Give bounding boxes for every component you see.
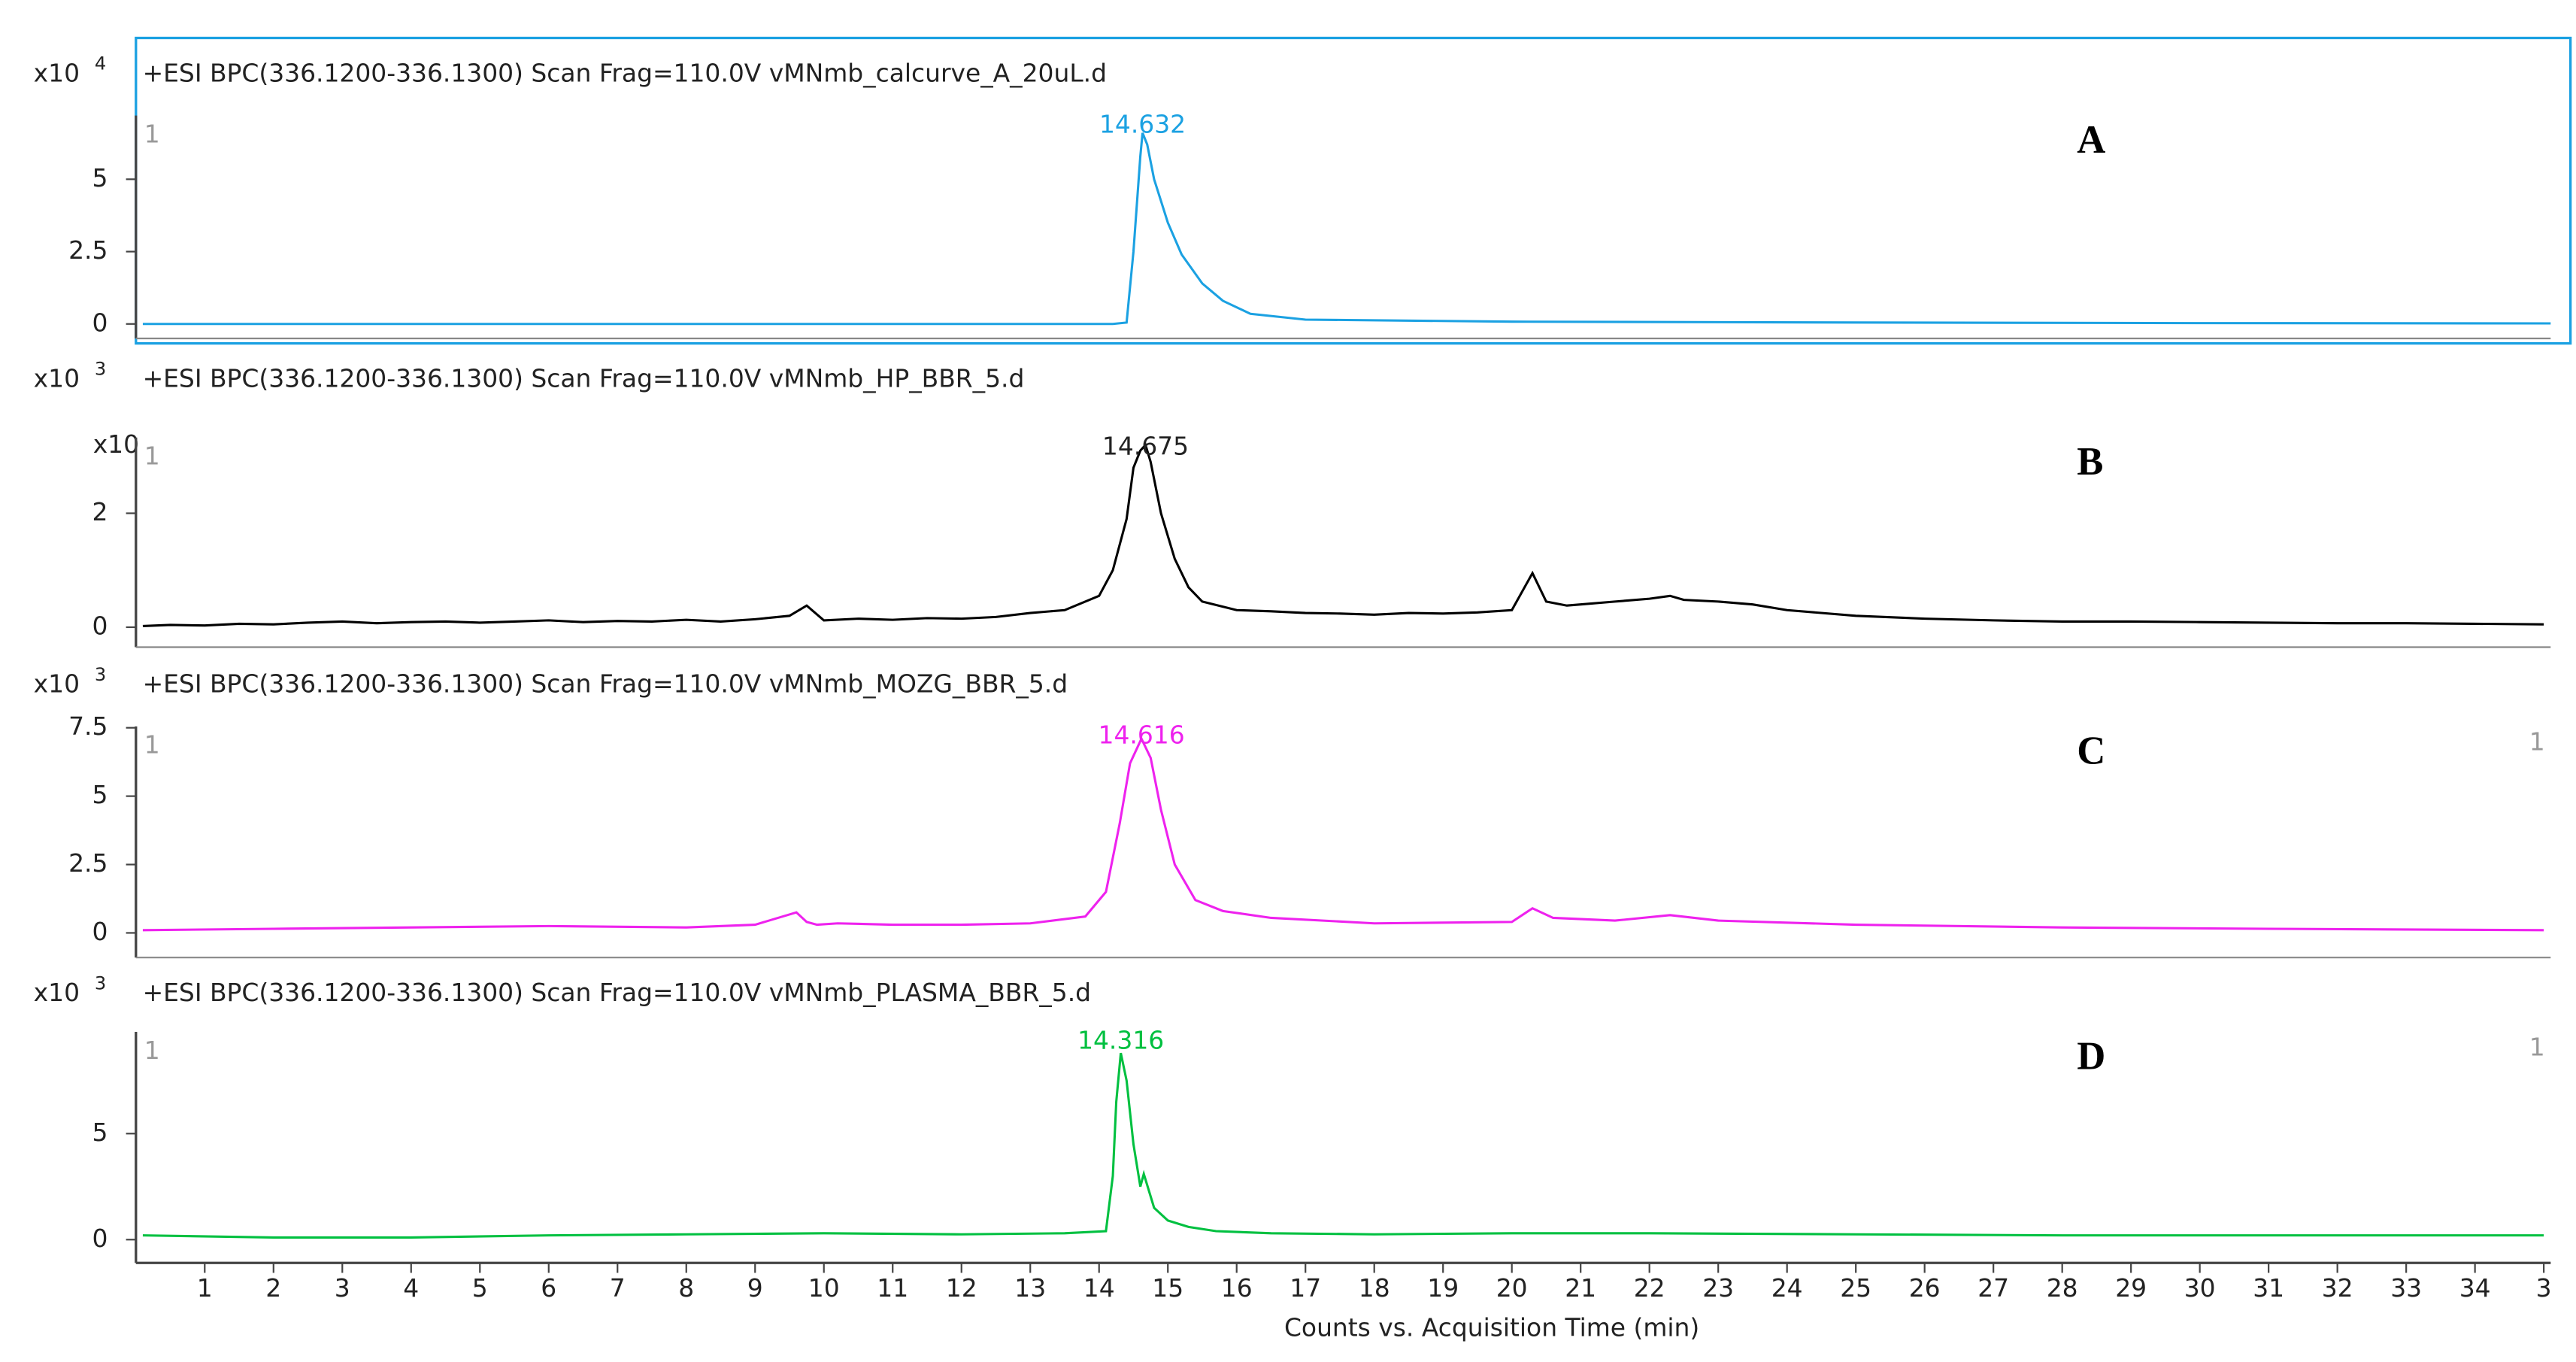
peak-label: 14.675: [1102, 431, 1189, 460]
x-tick-label: 12: [946, 1273, 977, 1303]
x-tick-label: 4: [403, 1273, 419, 1303]
trace-line: [142, 736, 2544, 932]
x-tick-label: 1: [197, 1273, 213, 1303]
x-tick-label: 33: [2390, 1273, 2422, 1303]
panel-header: +ESI BPC(336.1200-336.1300) Scan Frag=11…: [143, 58, 1107, 87]
x-tick-label: 10: [808, 1273, 840, 1303]
panel-label: A: [2077, 118, 2105, 162]
y-scale-label: x10: [34, 58, 80, 87]
x-tick-label: 23: [1702, 1273, 1734, 1303]
trace-line: [142, 1052, 2544, 1239]
left-marker: 1: [144, 1036, 160, 1065]
x-tick-label: 2: [265, 1273, 281, 1303]
x-tick-label: 21: [1565, 1273, 1596, 1303]
x-tick-label: 6: [541, 1273, 556, 1303]
panel-header: +ESI BPC(336.1200-336.1300) Scan Frag=11…: [143, 978, 1091, 1007]
x-tick-label: 8: [678, 1273, 694, 1303]
x-tick-label: 9: [747, 1273, 763, 1303]
left-marker: 1: [144, 441, 160, 471]
overlay-text: x10: [93, 429, 139, 459]
right-marker: 1: [2529, 727, 2545, 756]
right-marker: 1: [2529, 1032, 2545, 1061]
y-scale-exponent: 3: [95, 359, 106, 380]
y-tick-label: 2.5: [68, 848, 108, 878]
y-tick-label: 0: [92, 917, 108, 946]
y-scale-label: x10: [34, 363, 80, 393]
y-tick-label: 2.5: [68, 235, 108, 265]
y-tick-label: 0: [92, 308, 108, 337]
x-tick-label: 29: [2115, 1273, 2147, 1303]
x-tick-label: 13: [1014, 1273, 1046, 1303]
y-tick-label: 7.5: [68, 711, 108, 741]
x-tick-label: 25: [1840, 1273, 1871, 1303]
x-tick-label: 31: [2253, 1273, 2284, 1303]
y-scale-label: x10: [34, 978, 80, 1007]
left-marker: 1: [144, 120, 160, 149]
x-tick-label: 14: [1083, 1273, 1115, 1303]
x-tick-label: 20: [1496, 1273, 1528, 1303]
y-scale-exponent: 3: [95, 664, 106, 685]
x-tick-label: 22: [1634, 1273, 1665, 1303]
trace-line: [142, 442, 2544, 628]
x-tick-label: 17: [1290, 1273, 1321, 1303]
left-marker: 1: [144, 730, 160, 760]
y-scale-exponent: 3: [95, 972, 106, 993]
x-tick-label: 26: [1909, 1273, 1941, 1303]
y-scale-exponent: 4: [95, 53, 106, 74]
peak-label: 14.616: [1099, 720, 1185, 750]
x-axis-title: Counts vs. Acquisition Time (min): [1284, 1313, 1699, 1342]
x-tick-label: 16: [1221, 1273, 1253, 1303]
y-tick-label: 2: [92, 497, 108, 526]
y-scale-label: x10: [34, 669, 80, 698]
x-tick-label: 34: [2459, 1273, 2491, 1303]
panel-header: +ESI BPC(336.1200-336.1300) Scan Frag=11…: [143, 669, 1068, 698]
y-tick-label: 0: [92, 611, 108, 640]
panel-label: C: [2077, 729, 2105, 772]
panel-header: +ESI BPC(336.1200-336.1300) Scan Frag=11…: [143, 363, 1025, 393]
y-tick-label: 5: [92, 780, 108, 809]
x-tick-label: 28: [2047, 1273, 2078, 1303]
y-tick-label: 5: [92, 163, 108, 193]
peak-label: 14.632: [1099, 109, 1186, 138]
x-tick-label: 3: [2536, 1273, 2552, 1303]
y-tick-label: 5: [92, 1118, 108, 1147]
trace-line: [142, 132, 2551, 326]
x-tick-label: 24: [1771, 1273, 1803, 1303]
x-tick-label: 11: [877, 1273, 908, 1303]
x-tick-label: 32: [2322, 1273, 2353, 1303]
x-tick-label: 5: [472, 1273, 488, 1303]
panel-label: D: [2077, 1034, 2105, 1078]
x-tick-label: 15: [1152, 1273, 1183, 1303]
peak-label: 14.316: [1077, 1026, 1164, 1055]
x-tick-label: 27: [1977, 1273, 2009, 1303]
x-tick-label: 7: [610, 1273, 626, 1303]
x-tick-label: 30: [2184, 1273, 2216, 1303]
x-tick-label: 18: [1359, 1273, 1390, 1303]
x-tick-label: 19: [1427, 1273, 1459, 1303]
x-tick-label: 3: [335, 1273, 350, 1303]
y-tick-label: 0: [92, 1224, 108, 1253]
panel-label: B: [2077, 440, 2103, 484]
